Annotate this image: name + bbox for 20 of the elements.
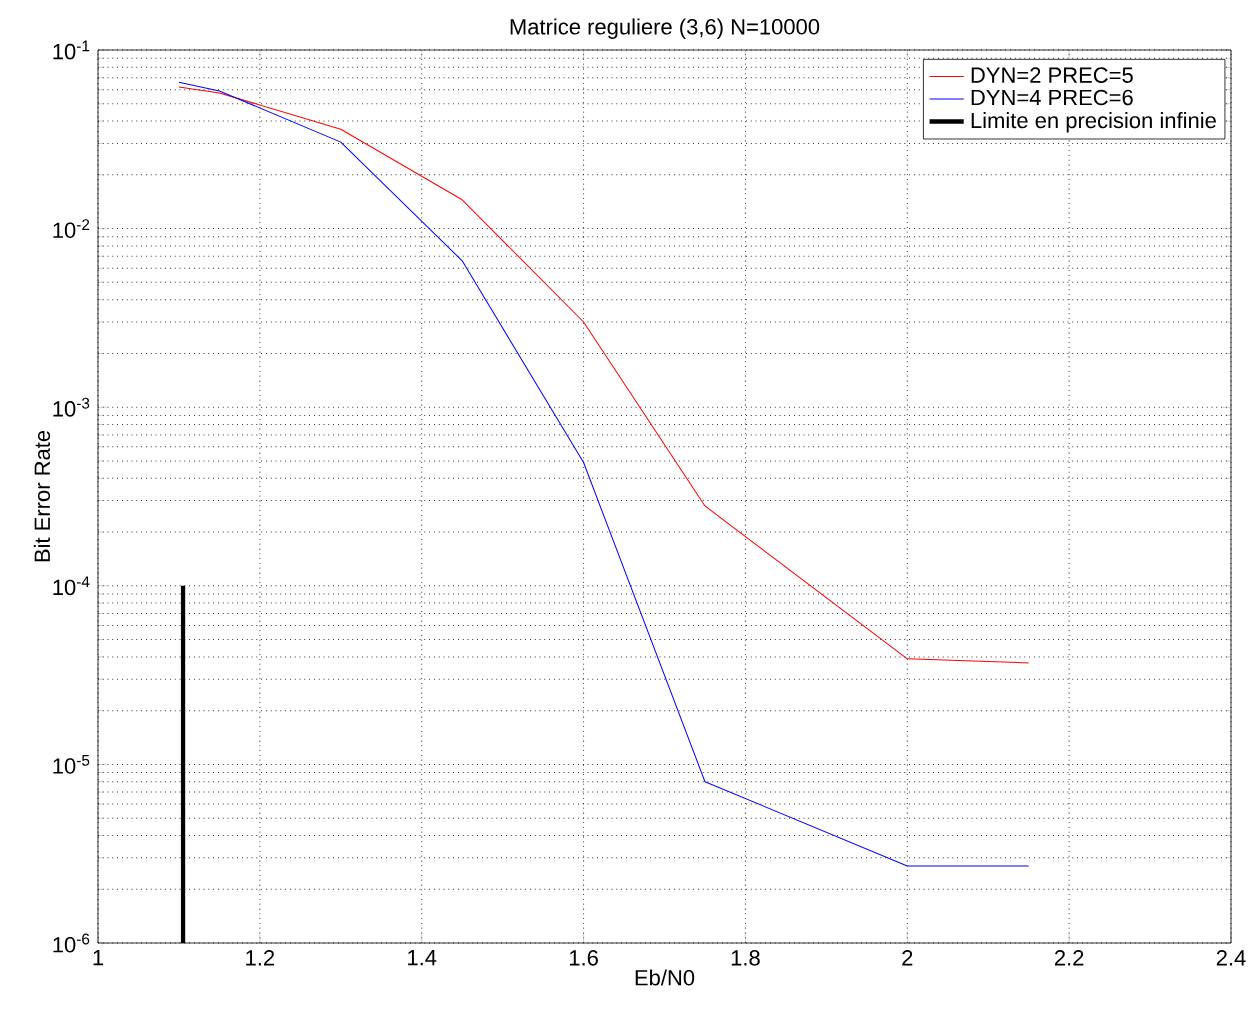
x-tick-label: 2 <box>902 950 913 966</box>
y-tick-label: 10$^{-5}$ <box>53 755 90 774</box>
legend-label: DYN=4 PREC=6 <box>971 89 1133 106</box>
y-tick-label: 10$^{-4}$ <box>53 576 90 596</box>
x-tick-label: 1.8 <box>731 950 760 966</box>
legend-label: DYN=2 PREC=5 <box>971 67 1133 83</box>
legend-label: Limite en precision infinie <box>971 112 1216 133</box>
y-axis-title: Bit Error Rate <box>33 430 51 562</box>
x-tick-label: 1.4 <box>408 950 437 966</box>
y-tick-label: 10$^{-2}$ <box>53 219 90 239</box>
x-tick-label: 2.2 <box>1054 950 1084 966</box>
y-tick-label: 10$^{-3}$ <box>53 397 90 417</box>
x-tick-label: 1 <box>93 950 104 966</box>
x-tick-label: 1.2 <box>246 950 275 966</box>
chart-title: Matrice reguliere (3,6) N=10000 <box>510 18 820 39</box>
y-tick-label: 10$^{-1}$ <box>53 40 90 60</box>
y-tick-label: 10$^{-6}$ <box>53 933 90 953</box>
x-tick-label: 1.6 <box>569 950 598 966</box>
x-axis-title: Eb/N0 <box>635 969 695 986</box>
x-tick-label: 2.4 <box>1216 950 1246 966</box>
